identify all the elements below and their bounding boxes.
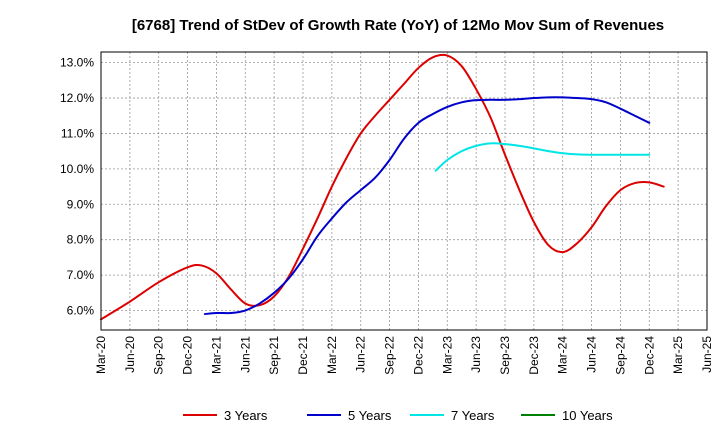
grid	[101, 52, 707, 330]
x-tick-label: Mar-23	[440, 336, 454, 374]
series-line-3-years	[100, 53, 665, 321]
y-tick-label: 12.0%	[60, 91, 94, 105]
x-tick-label: Mar-24	[556, 336, 570, 374]
x-tick-label: Sep-20	[152, 336, 166, 375]
y-tick-label: 8.0%	[67, 233, 95, 247]
legend-label-7-years: 7 Years	[451, 408, 495, 423]
x-tick-label: Jun-21	[238, 336, 252, 373]
chart-title: [6768] Trend of StDev of Growth Rate (Yo…	[132, 17, 664, 34]
x-tick-label: Mar-20	[94, 336, 108, 374]
y-tick-label: 9.0%	[67, 197, 95, 211]
x-tick-label: Jun-24	[585, 336, 599, 373]
x-tick-label: Sep-23	[498, 336, 512, 375]
x-tick-label: Sep-22	[383, 336, 397, 375]
series-layer	[100, 53, 665, 321]
legend-label-10-years: 10 Years	[562, 408, 613, 423]
x-tick-label: Jun-22	[354, 336, 368, 373]
x-tick-label: Sep-24	[613, 336, 627, 375]
series-line-5-years	[203, 96, 651, 316]
y-axis: 6.0% 7.0% 8.0% 9.0% 10.0% 11.0% 12.0% 13.0%	[60, 56, 94, 318]
y-tick-label: 10.0%	[60, 162, 94, 176]
x-tick-label: Dec-23	[527, 336, 541, 375]
x-tick-label: Mar-21	[209, 336, 223, 374]
x-tick-label: Sep-21	[267, 336, 281, 375]
y-tick-label: 7.0%	[67, 268, 95, 282]
x-tick-label: Jun-25	[700, 336, 714, 373]
x-tick-label: Jun-20	[123, 336, 137, 373]
x-tick-label: Jun-23	[469, 336, 483, 373]
plot-frame	[100, 51, 708, 331]
x-tick-label: Dec-24	[642, 336, 656, 375]
x-tick-label: Dec-22	[411, 336, 425, 375]
legend-label-5-years: 5 Years	[348, 408, 392, 423]
y-tick-label: 11.0%	[61, 126, 94, 140]
y-tick-label: 13.0%	[60, 56, 94, 70]
legend: 3 Years 5 Years 7 Years 10 Years	[183, 408, 613, 423]
y-tick-label: 6.0%	[67, 304, 95, 318]
x-tick-label: Dec-21	[296, 336, 310, 375]
x-tick-label: Mar-22	[325, 336, 339, 374]
legend-label-3-years: 3 Years	[224, 408, 268, 423]
series-line-7-years	[434, 142, 651, 172]
x-tick-label: Dec-20	[181, 336, 195, 375]
x-tick-label: Mar-25	[671, 336, 685, 374]
x-axis: Mar-20 Jun-20 Sep-20 Dec-20 Mar-21 Jun-21 Sep-…	[94, 336, 714, 375]
